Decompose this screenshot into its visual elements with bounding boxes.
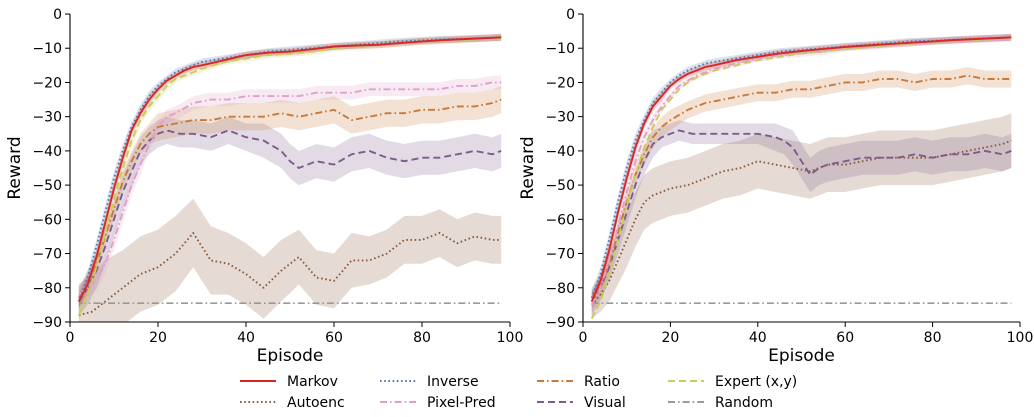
right-y-tick-label: 0 (566, 7, 575, 23)
legend-label-random: Random (715, 395, 773, 411)
left-line-visual (78, 129, 502, 303)
left-x-tick-label: 40 (237, 330, 255, 346)
right-x-tick-label: 80 (924, 330, 942, 346)
left-y-tick-label: −10 (32, 41, 62, 57)
right-x-tick-label: 40 (749, 330, 767, 346)
left-y-tick-label: 0 (53, 7, 62, 23)
left-x-tick-label: 60 (325, 330, 343, 346)
right-band-autoenc (591, 113, 1012, 319)
right-band-visual (591, 120, 1012, 316)
left-band-autoenc (78, 198, 502, 322)
left-x-tick-label: 0 (66, 330, 75, 346)
right-line-ratio (590, 74, 1012, 303)
left-x-tick-label: 80 (413, 330, 431, 346)
right-y-tick-label: −10 (545, 41, 575, 57)
legend-label-markov: Markov (287, 374, 338, 390)
left-x-tick-label: 20 (149, 330, 167, 346)
left-chart-panel: 0 20 40 60 80 100 0 −10 −20 −30 −40 −50 −60 −70 −80 −90… (5, 7, 523, 366)
left-x-axis-label: Episode (257, 346, 324, 366)
left-band-visual (78, 116, 502, 316)
legend-label-inverse: Inverse (427, 374, 479, 390)
legend-label-pixel-pred: Pixel-Pred (427, 395, 496, 411)
right-y-tick-label: −50 (545, 178, 575, 194)
left-y-tick-label: −50 (32, 178, 62, 194)
right-chart-panel: 0 20 40 60 80 100 0 −10 −20 −30 −40 −50 −60 −70 −80 −90… (518, 7, 1033, 366)
legend-label-visual: Visual (584, 395, 626, 411)
right-y-axis-label: Reward (518, 136, 538, 199)
right-x-axis-label: Episode (768, 346, 835, 366)
left-y-tick-label: −70 (32, 247, 62, 263)
right-line-autoenc (590, 139, 1012, 306)
left-line-ratio (78, 98, 502, 299)
left-y-tick-label: −80 (32, 281, 62, 297)
legend-label-expert-x-y: Expert (x,y) (715, 374, 797, 390)
right-y-tick-label: −30 (545, 110, 575, 126)
right-x-tick-label: 60 (836, 330, 854, 346)
right-y-tick-label: −40 (545, 144, 575, 160)
left-y-tick-label: −20 (32, 75, 62, 91)
right-line-expert-x-y (590, 37, 1012, 320)
legend: Markov Autoenc Inverse Pixel-Pred Ratio Visua… (240, 374, 797, 411)
right-line-visual (590, 129, 1012, 303)
legend-label-autoenc: Autoenc (287, 395, 345, 411)
left-y-tick-label: −90 (32, 315, 62, 331)
left-y-tick-label: −30 (32, 110, 62, 126)
left-line-markov (77, 36, 502, 302)
right-plot-area (590, 33, 1012, 320)
left-band-ratio (78, 85, 502, 309)
left-x-tick-label: 100 (497, 330, 524, 346)
left-line-inverse (77, 36, 502, 302)
right-y-tick-label: −70 (545, 247, 575, 263)
left-plot-area (77, 33, 502, 322)
right-y-tick-label: −90 (545, 315, 575, 331)
right-x-tick-label: 20 (661, 330, 679, 346)
right-line-markov (590, 36, 1012, 302)
legend-label-ratio: Ratio (584, 374, 620, 390)
left-y-tick-label: −40 (32, 144, 62, 160)
right-y-tick-label: −20 (545, 75, 575, 91)
right-y-tick-label: −60 (545, 212, 575, 228)
right-x-tick-label: 100 (1007, 330, 1034, 346)
left-y-tick-label: −60 (32, 212, 62, 228)
left-y-axis-label: Reward (5, 136, 25, 199)
right-x-tick-label: 0 (579, 330, 588, 346)
right-y-tick-label: −80 (545, 281, 575, 297)
